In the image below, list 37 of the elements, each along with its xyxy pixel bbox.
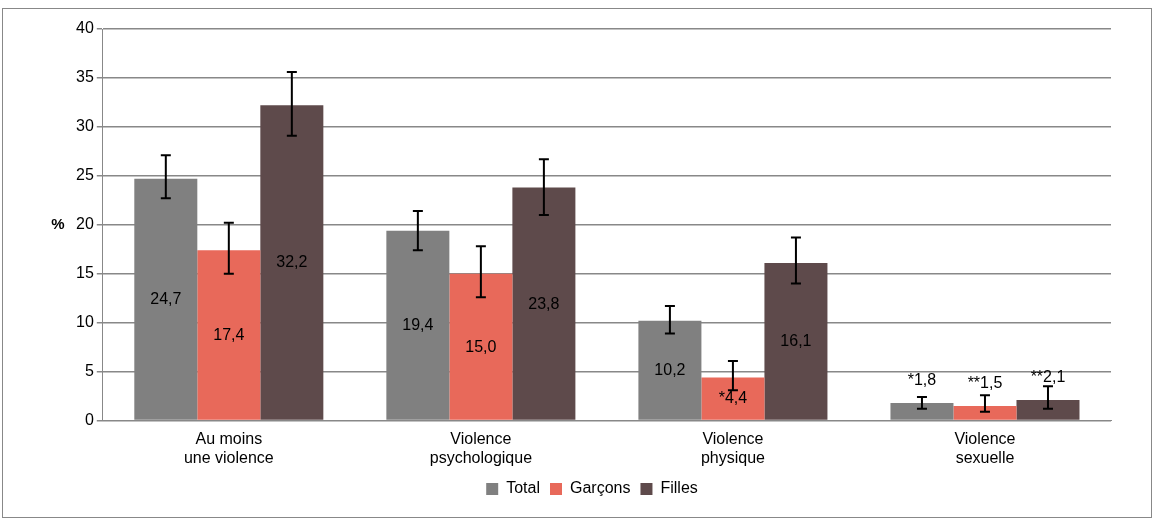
bar — [1016, 400, 1080, 420]
legend-label: Filles — [660, 479, 698, 497]
x-tick-label: Violence physique — [700, 429, 766, 466]
bar — [260, 105, 324, 420]
y-tick-label: 30 — [76, 117, 94, 135]
legend-label: Garçons — [570, 479, 631, 497]
data-label: 16,1 — [780, 332, 812, 350]
data-label: 24,7 — [150, 290, 182, 308]
y-tick-label: 35 — [76, 68, 94, 86]
data-label: **1,5 — [967, 374, 1003, 392]
data-label: 15,0 — [465, 337, 497, 355]
bar — [197, 250, 261, 420]
y-tick-label: 40 — [76, 19, 94, 37]
data-label: 32,2 — [276, 253, 308, 271]
y-tick-label: 0 — [84, 411, 94, 429]
bar — [764, 262, 828, 420]
x-tick-label: Violence psychologique — [429, 429, 533, 466]
legend-label: Total — [506, 479, 540, 497]
y-tick-label: 5 — [84, 362, 94, 380]
y-tick-label: 10 — [76, 313, 94, 331]
data-label: *4,4 — [718, 389, 748, 407]
data-label: *1,8 — [907, 371, 937, 389]
data-label: 23,8 — [528, 294, 560, 312]
data-label: **2,1 — [1030, 368, 1066, 386]
bar — [449, 273, 513, 420]
y-axis-title: % — [51, 214, 65, 232]
data-label: 10,2 — [654, 361, 686, 379]
bar — [701, 377, 765, 420]
x-tick-label: Au moins une violence — [183, 429, 274, 466]
data-label: 17,4 — [213, 325, 245, 343]
bar — [512, 187, 576, 420]
data-label: 19,4 — [402, 316, 434, 334]
y-tick-label: 25 — [76, 166, 94, 184]
bar — [953, 405, 1017, 420]
y-tick-label: 20 — [76, 215, 94, 233]
x-tick-label: Violence sexuelle — [954, 429, 1016, 466]
y-tick-label: 15 — [76, 264, 94, 282]
